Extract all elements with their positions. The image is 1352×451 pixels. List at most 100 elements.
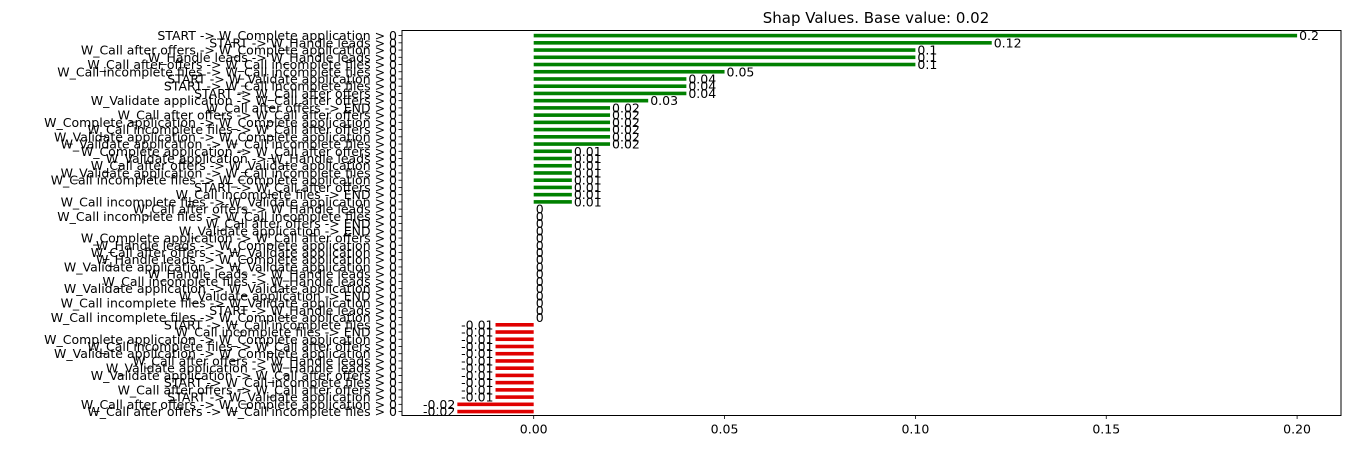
bar-value-label: 0 — [536, 231, 544, 246]
bar — [533, 106, 611, 110]
y-tick-label: START -> W_Call incomplete files > 0 — [164, 79, 397, 94]
bar-value-label: 0 — [536, 245, 544, 260]
bar-value-label: 0.1 — [917, 50, 937, 65]
y-tick-label: START -> W_Call incomplete files > 0 — [164, 317, 397, 332]
x-tick-label: 0.00 — [520, 422, 548, 437]
x-tick-label: 0.15 — [1092, 422, 1120, 437]
bar-value-label: -0.01 — [461, 317, 493, 332]
bar-value-label: 0.01 — [574, 144, 602, 159]
y-tick-label: W_Validate application -> W_Handle leads… — [106, 151, 397, 166]
bar-value-label: -0.01 — [461, 375, 493, 390]
y-tick-label: W_Complete application -> W_Complete app… — [44, 115, 397, 130]
bar — [533, 113, 611, 117]
bar-value-label: 0 — [536, 209, 544, 224]
y-tick-label: W_Call incomplete files -> W_Call after … — [87, 339, 397, 354]
bar — [495, 395, 534, 399]
y-tick-label: W_Validate application -> END > 0 — [179, 223, 397, 238]
bar-value-label: 0.1 — [917, 43, 937, 58]
bar-value-label: 0 — [536, 281, 544, 296]
y-tick-label: W_Call incomplete files -> W_Call after … — [87, 122, 397, 137]
y-tick-label: W_Call after offers -> W_Complete applic… — [81, 397, 397, 412]
y-tick-label: W_Validate application -> W_Call incompl… — [61, 137, 397, 152]
y-tick-label: W_Call after offers -> END > 0 — [206, 100, 397, 115]
bar-value-label: 0 — [536, 288, 544, 303]
bar-value-label: 0.02 — [612, 129, 640, 144]
bar — [533, 163, 572, 168]
bar — [495, 373, 534, 378]
y-tick-label: W_Call incomplete files -> W_Call incomp… — [57, 64, 397, 79]
bar — [495, 366, 534, 370]
bar — [533, 142, 611, 146]
y-tick-label: START -> W_Handle leads > 0 — [209, 35, 397, 50]
y-tick-label: W_Validate application -> W_Validate app… — [64, 281, 397, 296]
bar — [533, 192, 572, 197]
bar — [533, 98, 649, 103]
y-tick-label: W_Call incomplete files -> END > 0 — [176, 325, 397, 340]
x-axis: 0.00 0.05 0.10 0.15 0.20 — [520, 415, 1311, 437]
bar-value-label: -0.01 — [461, 368, 493, 383]
bar — [533, 127, 611, 132]
bar — [533, 200, 572, 204]
bar-value-label: 0.01 — [574, 194, 602, 209]
bar-value-label: 0 — [536, 259, 544, 274]
y-tick-label: W_Handle leads -> W_Complete application… — [96, 238, 397, 253]
bar-value-label: -0.01 — [461, 353, 493, 368]
bar — [495, 380, 534, 385]
bar — [533, 62, 916, 67]
y-tick-label: START -> W_Call after offers > 0 — [194, 180, 397, 195]
bar-value-label: 0.01 — [574, 151, 602, 166]
y-tick-label: W_Validate application -> W_Handle leads… — [106, 361, 397, 376]
y-tick-label: W_Call after offers -> W_Handle leads > … — [133, 202, 397, 217]
bar — [495, 344, 534, 349]
y-tick-label: W_Handle leads -> W_Handle leads > 0 — [148, 267, 397, 282]
y-tick-label: W_Validate application -> W_Call incompl… — [61, 165, 397, 180]
bar — [533, 171, 572, 175]
plot-frame — [401, 30, 1342, 416]
bar-value-label: 0.04 — [688, 79, 716, 94]
bar-value-label: 0 — [536, 296, 544, 311]
y-tick-label: W_Validate application -> END > 0 — [179, 288, 397, 303]
bar — [533, 135, 611, 139]
bar-value-label: 0 — [536, 274, 544, 289]
y-tick-label: START -> W_Handle leads > 0 — [209, 303, 397, 318]
bar — [533, 41, 992, 45]
y-tick-label: W_Call incomplete files -> W_Validate ap… — [61, 194, 397, 209]
y-tick-label: W_Complete application -> W_Call after o… — [81, 144, 397, 159]
bar-value-label: -0.01 — [461, 390, 493, 405]
bar — [533, 69, 725, 74]
bar — [495, 359, 534, 363]
bar — [495, 323, 534, 327]
bar-value-label: 0.1 — [917, 57, 937, 72]
y-tick-label: W_Call after offers -> W_Handle leads > … — [133, 353, 397, 368]
chart-title: Shap Values. Base value: 0.02 — [763, 9, 990, 27]
bar — [533, 156, 572, 161]
y-tick-label: START -> W_Complete application > 0 — [157, 28, 397, 43]
y-tick-label: W_Handle leads -> W_Handle leads > 0 — [148, 50, 397, 65]
y-tick-label: W_Call after offers -> W_Complete applic… — [81, 43, 397, 58]
bar — [533, 120, 611, 125]
y-tick-label: W_Call incomplete files -> W_Complete ap… — [51, 173, 397, 188]
bar — [495, 351, 534, 356]
bar-value-label: 0.02 — [612, 115, 640, 130]
bar — [457, 402, 534, 407]
y-tick-label: W_Call after offers -> W_Call incomplete… — [87, 404, 397, 419]
category-labels-layer: START -> W_Complete application > 0START… — [44, 28, 402, 419]
y-tick-label: W_Call incomplete files -> W_Complete ap… — [51, 310, 397, 325]
bar-value-label: 0.04 — [688, 86, 716, 101]
bar-value-label: 0.01 — [574, 187, 602, 202]
bar-value-label: 0 — [536, 310, 544, 325]
bar — [495, 330, 534, 334]
bar — [533, 178, 572, 182]
y-tick-label: START -> W_Validate application > 0 — [167, 390, 397, 405]
bar-value-label: -0.01 — [461, 325, 493, 340]
bar — [495, 388, 534, 392]
y-tick-label: W_Call after offers -> W_Call after offe… — [118, 108, 397, 123]
bar-value-label: 0 — [536, 238, 544, 253]
y-tick-label: W_Validate application -> W_Call after o… — [91, 368, 397, 383]
y-tick-label: W_Call after offers -> W_Validate applic… — [91, 245, 397, 260]
x-tick-label: 0.10 — [901, 422, 929, 437]
bar — [495, 337, 534, 342]
bar-value-label: 0.03 — [650, 93, 678, 108]
